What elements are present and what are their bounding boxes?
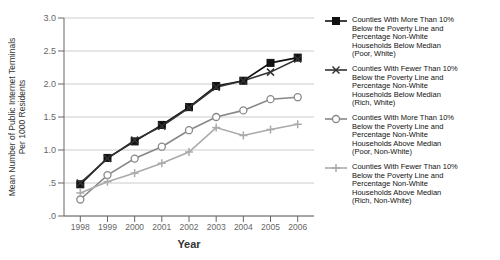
svg-text:2002: 2002: [180, 222, 199, 232]
html-text:Counties With More Than 10% Be: Counties With More Than 10% Below the Po…: [352, 15, 454, 59]
html-text:Counties With Fewer Than 10% B: Counties With Fewer Than 10% Below the P…: [352, 161, 458, 206]
svg-text:1.5: 1.5: [43, 112, 56, 122]
svg-text:Year: Year: [177, 238, 201, 250]
svg-text:Mean Number of Public Internet: Mean Number of Public Internet Terminals…: [8, 38, 27, 197]
svg-text:.0: .0: [48, 211, 56, 221]
svg-text:3.0: 3.0: [43, 13, 56, 23]
svg-text:2001: 2001: [152, 222, 171, 232]
svg-text:2000: 2000: [125, 222, 144, 232]
svg-text:2.0: 2.0: [43, 79, 56, 89]
svg-text:2003: 2003: [207, 222, 226, 232]
svg-text:2004: 2004: [234, 222, 253, 232]
svg-text:1998: 1998: [71, 222, 90, 232]
svg-text:2006: 2006: [288, 222, 307, 232]
svg-text:.5: .5: [48, 178, 56, 188]
html-text:Counties With Fewer Than 10% B: Counties With Fewer Than 10% Below the P…: [352, 64, 458, 108]
html-text:Counties With More Than 10% Be: Counties With More Than 10% Below the Po…: [352, 112, 454, 157]
svg-text:1999: 1999: [98, 222, 117, 232]
svg-text:2005: 2005: [261, 222, 280, 232]
svg-text:1.0: 1.0: [43, 145, 56, 155]
svg-text:2.5: 2.5: [43, 46, 56, 56]
